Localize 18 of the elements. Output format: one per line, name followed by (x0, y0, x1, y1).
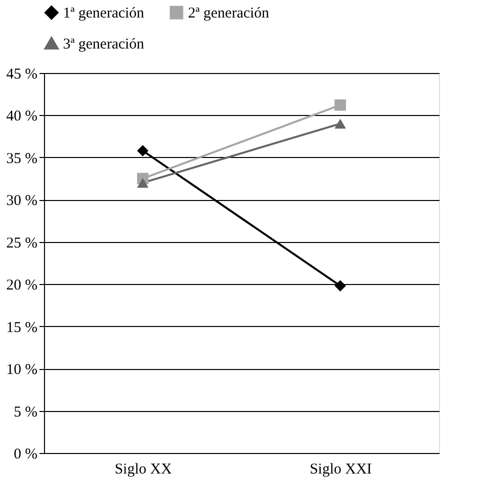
y-tick-label: 40 % (6, 108, 38, 125)
x-tick-label: Siglo XXI (310, 462, 372, 478)
y-tick-label: 0 % (14, 446, 38, 462)
point (334, 280, 346, 292)
y-tick-label: 35 % (6, 150, 38, 167)
y-tick-label: 30 % (6, 193, 38, 210)
x-tick-label: Siglo XX (114, 462, 172, 478)
y-tick-label: 5 % (14, 404, 38, 420)
legend-label: 3ª generación (63, 36, 145, 52)
point (137, 144, 148, 156)
y-tick-label: 15 % (6, 320, 38, 336)
legend-label: 1ª generación (63, 6, 145, 22)
point (334, 99, 346, 111)
y-tick-label: 10 % (6, 362, 38, 378)
legend-label: 2ª generación (188, 6, 270, 22)
y-tick-label: 25 % (6, 235, 38, 252)
y-tick-label: 45 % (6, 66, 38, 82)
y-tick-label: 20 % (6, 278, 38, 294)
